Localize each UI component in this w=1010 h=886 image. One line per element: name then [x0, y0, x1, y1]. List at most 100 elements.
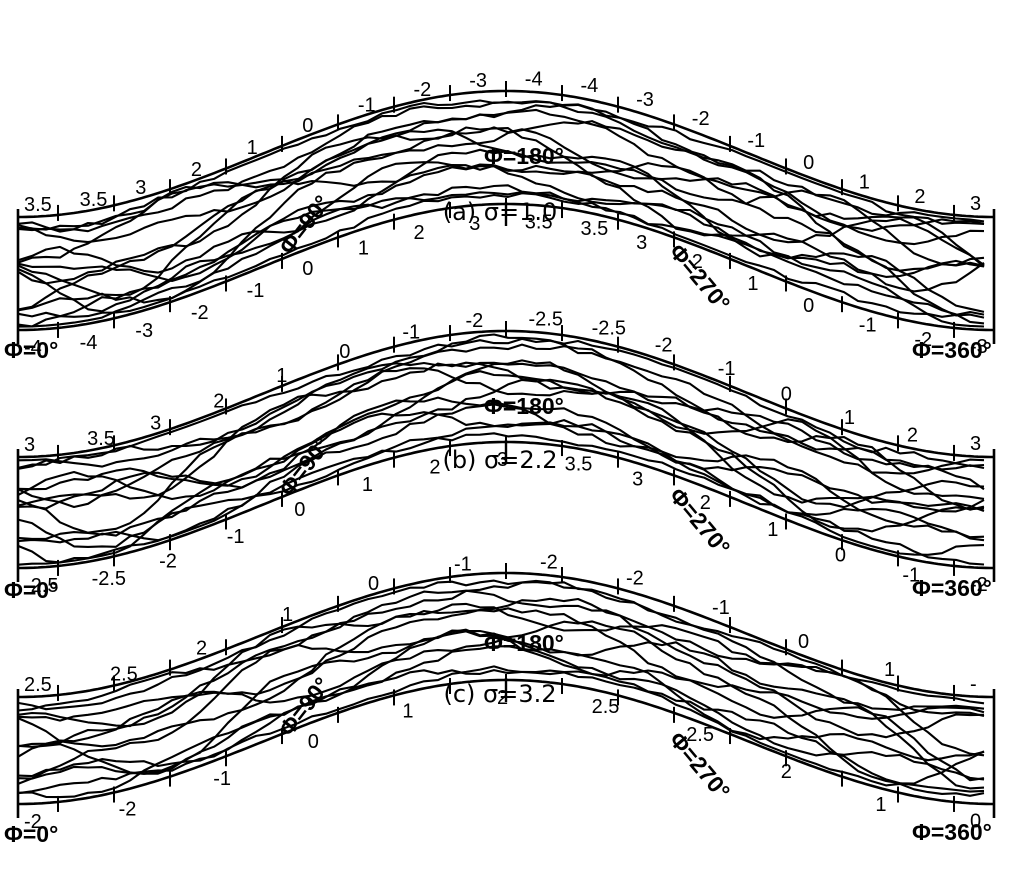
contour-line: [17, 126, 985, 283]
panel-c-contour-labels: 2.5 2.5 2 1 0 -1 -2 -2 -1 0 1 - -2 -2 -1 0 1 2 2.5 2.5 2 1 0: [24, 552, 981, 834]
upper-contour-label: 3.5: [87, 428, 115, 450]
lower-contour-label: -4: [80, 332, 98, 354]
lower-contour-label: -1: [902, 564, 920, 586]
panel-a-phase-0-label: Φ=0°: [4, 337, 58, 363]
upper-contour-label: -1: [718, 358, 736, 380]
lower-contour-label: 1: [767, 519, 778, 541]
upper-contour-label: 2: [914, 186, 925, 208]
upper-contour-label: 3: [24, 434, 35, 456]
contour-line: [17, 669, 985, 799]
lower-contour-label: -3: [970, 336, 988, 358]
lower-contour-label: 0: [302, 258, 313, 280]
upper-contour-label: -2: [466, 310, 484, 332]
lower-contour-label: 2: [781, 761, 792, 783]
upper-contour-label: 0: [803, 152, 814, 174]
upper-contour-label: 1: [247, 137, 258, 159]
contour-line: [17, 367, 985, 534]
contour-line: [17, 99, 985, 231]
upper-contour-label: -2: [692, 108, 710, 130]
lower-contour-label: 1: [362, 474, 373, 496]
lower-contour-label: 3: [469, 213, 480, 235]
panel-b: 3 3.5 3 2 1 0 -1 -2 -2.5 -2.5 -2 -1 0 1 2 3 -2.5 -2.5 -2 -1…: [4, 309, 996, 603]
upper-contour-label: 3.5: [24, 194, 52, 216]
panel-b-phase-180-label: Φ=180°: [484, 393, 564, 419]
lower-contour-label: -2: [159, 551, 177, 573]
panel-a-tick-marks: [57, 81, 955, 338]
contour-line: [17, 607, 985, 748]
upper-contour-label: 2: [907, 424, 918, 446]
contour-line: [17, 665, 985, 797]
upper-contour-label: 3: [135, 177, 146, 199]
contour-line: [17, 602, 985, 758]
lower-contour-label: 3.5: [565, 453, 593, 475]
upper-contour-label: -2.5: [592, 317, 626, 339]
upper-contour-label: 1: [859, 172, 870, 194]
panel-c: 2.5 2.5 2 1 0 -1 -2 -2 -1 0 1 - -2 -2 -1 0 1 2 2.5 2.5 2 1 0 (…: [4, 552, 996, 847]
upper-contour-label: 2: [191, 159, 202, 181]
upper-contour-label: -2: [655, 335, 673, 357]
lower-contour-label: 3.5: [525, 212, 553, 234]
panel-c-phase-90-label: Φ=90°: [273, 672, 335, 741]
panel-b-phase-90-label: Φ=90°: [273, 432, 335, 501]
contour-line: [17, 333, 985, 469]
upper-contour-label: -4: [525, 69, 543, 91]
panel-c-phase-360-label: Φ=360°: [912, 819, 992, 845]
upper-contour-label: -4: [581, 75, 599, 97]
upper-contour-label: -1: [402, 322, 420, 344]
upper-contour-label: 2: [213, 391, 224, 413]
contour-line: [17, 165, 985, 313]
upper-contour-label: 0: [339, 341, 350, 363]
panel-a-phase-360-label: Φ=360°: [912, 337, 992, 363]
lower-contour-label: -2.5: [24, 575, 58, 597]
panel-b-phase-360-label: Φ=360°: [912, 575, 992, 601]
lower-contour-label: 0: [803, 295, 814, 317]
panel-c-phase-0-label: Φ=0°: [4, 821, 58, 847]
lower-contour-label: -3: [135, 320, 153, 342]
contour-line: [17, 589, 985, 728]
lower-contour-label: 2.5: [686, 724, 714, 746]
contour-line: [17, 120, 985, 272]
upper-contour-label: -3: [469, 70, 487, 92]
lower-contour-label: 2: [700, 492, 711, 514]
upper-contour-label: 1: [884, 659, 895, 681]
lower-contour-label: 2.5: [592, 696, 620, 718]
lower-contour-label: 3: [632, 469, 643, 491]
contour-line: [17, 361, 985, 509]
upper-contour-label: -2.5: [529, 309, 563, 331]
contour-line: [17, 128, 985, 297]
panel-c-caption: (c) σ=3.2: [443, 680, 556, 708]
panel-b-contour-labels: 3 3.5 3 2 1 0 -1 -2 -2.5 -2.5 -2 -1 0 1 2 3 -2.5 -2.5 -2 -1…: [24, 309, 988, 597]
lower-contour-label: 1: [875, 794, 886, 816]
lower-contour-label: 2: [497, 687, 508, 709]
lower-contour-label: 0: [308, 731, 319, 753]
upper-contour-label: -2: [414, 79, 432, 101]
upper-contour-label: 2.5: [110, 663, 138, 685]
contour-line: [17, 161, 985, 313]
panel-b-contour-lines: [17, 333, 985, 566]
lower-contour-label: 0: [970, 810, 981, 832]
lower-contour-label: -2: [914, 329, 932, 351]
lower-contour-label: -1: [213, 768, 231, 790]
lower-contour-label: 0: [835, 545, 846, 567]
upper-contour-label: 1: [276, 365, 287, 387]
lower-contour-label: 1: [747, 273, 758, 295]
lower-contour-label: -2: [970, 574, 988, 596]
panel-a-caption: (a) σ=1.0: [443, 198, 558, 226]
lower-contour-label: -1: [247, 280, 265, 302]
upper-contour-label: -: [970, 673, 977, 695]
lower-contour-label: 2: [429, 457, 440, 479]
upper-contour-label: 0: [781, 383, 792, 405]
contour-line: [17, 361, 985, 511]
lower-contour-label: 1: [358, 238, 369, 260]
lower-contour-label: 2: [692, 251, 703, 273]
upper-contour-label: 0: [302, 115, 313, 137]
panel-c-tick-marks: [57, 563, 955, 812]
contour-line: [17, 419, 985, 556]
upper-contour-label: 3.5: [80, 189, 108, 211]
lower-contour-label: -2: [191, 302, 209, 324]
lower-contour-label: -1: [227, 526, 245, 548]
lower-contour-label: -2.5: [92, 568, 126, 590]
panel-a-contour-labels: 3.5 3.5 3 2 1 0 -1 -2 -3 -4 -4 -3 -2 -1 0 1 2 3 -4 -4 -3 -2 -1…: [24, 69, 988, 360]
